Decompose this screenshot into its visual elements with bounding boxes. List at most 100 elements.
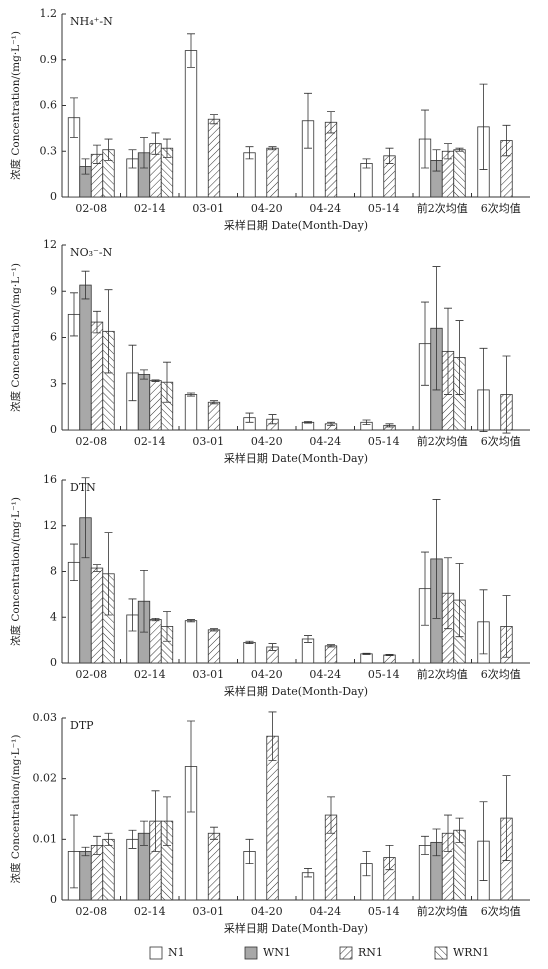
x-tick-label: 前2次均值 — [417, 904, 468, 918]
y-tick-label: 4 — [50, 610, 57, 623]
y-axis-label: 浓度 Concentration/(mg·L⁻¹) — [9, 735, 22, 884]
bar — [207, 401, 221, 431]
error-bar — [479, 83, 488, 170]
error-bar — [245, 146, 254, 160]
y-tick-label: 0 — [50, 893, 57, 906]
error-bar — [385, 654, 394, 656]
bar — [207, 832, 221, 901]
error-bar — [210, 400, 218, 405]
error-bar — [128, 598, 137, 632]
error-bar — [140, 820, 148, 846]
error-bar — [187, 33, 195, 68]
error-bar — [151, 617, 160, 622]
error-bar — [163, 361, 171, 403]
bar — [266, 147, 279, 198]
error-bar — [327, 111, 335, 134]
x-tick-label: 04-20 — [251, 202, 283, 215]
x-tick-label: 04-20 — [251, 668, 283, 681]
error-bar — [104, 289, 113, 374]
error-bar — [93, 310, 101, 334]
x-axis-label: 采样日期 Date(Month-Day) — [224, 451, 368, 465]
error-bar — [93, 835, 101, 855]
x-axis-label: 采样日期 Date(Month-Day) — [224, 684, 368, 698]
y-tick-label: 16 — [43, 473, 57, 486]
error-bar — [151, 790, 160, 852]
error-bar — [210, 114, 218, 125]
bar — [324, 645, 338, 664]
x-tick-label: 04-24 — [309, 435, 341, 448]
x-tick-label: 03-01 — [192, 202, 224, 215]
y-tick-label: 12 — [43, 238, 57, 251]
error-bar — [93, 144, 101, 164]
error-bar — [104, 138, 113, 161]
error-bar — [421, 551, 429, 626]
bar — [137, 374, 151, 431]
error-bar — [210, 628, 218, 632]
error-bar — [81, 158, 90, 175]
y-tick-label: 3 — [50, 377, 57, 390]
error-bar — [432, 266, 441, 391]
x-tick-label: 6次均值 — [481, 201, 521, 215]
x-tick-label: 前2次均值 — [417, 667, 468, 681]
error-bar — [151, 379, 160, 382]
x-tick-label: 04-24 — [309, 668, 341, 681]
error-bar — [444, 307, 452, 395]
bar — [207, 629, 221, 664]
bar — [149, 380, 162, 431]
bar — [90, 321, 104, 431]
error-bar — [327, 644, 335, 648]
error-bar — [81, 846, 90, 857]
error-bar — [151, 132, 160, 155]
legend-label: WN1 — [263, 946, 291, 959]
bar — [453, 149, 466, 198]
error-bar — [163, 611, 171, 642]
error-bar — [304, 868, 312, 878]
y-tick-label: 0.01 — [33, 832, 58, 845]
bar — [360, 163, 373, 198]
y-tick-label: 6 — [50, 331, 57, 344]
bar — [184, 620, 198, 664]
error-bar — [104, 532, 113, 616]
panel-title: DTN — [70, 481, 96, 494]
x-tick-label: 05-14 — [368, 905, 400, 918]
x-tick-label: 02-08 — [75, 435, 107, 448]
bar — [102, 838, 115, 901]
x-tick-label: 02-08 — [75, 668, 107, 681]
y-tick-label: 12 — [43, 519, 57, 532]
error-bar — [421, 301, 429, 386]
x-axis-label: 采样日期 Date(Month-Day) — [224, 921, 368, 935]
error-bar — [455, 563, 464, 638]
error-bar — [444, 143, 452, 160]
legend-label: RN1 — [358, 946, 383, 959]
x-tick-label: 05-14 — [368, 435, 400, 448]
error-bar — [327, 421, 335, 426]
error-bar — [444, 557, 452, 630]
panel-title: NO₃⁻-N — [70, 246, 113, 259]
error-bar — [210, 826, 218, 840]
x-tick-label: 04-24 — [309, 202, 341, 215]
x-tick-label: 前2次均值 — [417, 201, 468, 215]
x-tick-label: 04-24 — [309, 905, 341, 918]
y-tick-label: 0.9 — [40, 53, 58, 66]
error-bar — [362, 652, 371, 655]
y-tick-label: 8 — [50, 565, 57, 578]
x-tick-label: 03-01 — [192, 905, 224, 918]
x-tick-label: 03-01 — [192, 435, 224, 448]
error-bar — [502, 775, 511, 861]
bar — [207, 118, 221, 198]
x-tick-label: 前2次均值 — [417, 434, 468, 448]
bar — [79, 851, 92, 901]
error-bar — [70, 97, 78, 138]
error-bar — [455, 320, 464, 395]
x-tick-label: 02-14 — [134, 668, 166, 681]
error-bar — [327, 796, 335, 834]
bar — [324, 121, 338, 198]
y-tick-label: 0 — [50, 656, 57, 669]
error-bar — [385, 423, 394, 428]
error-bar — [128, 149, 137, 169]
error-bar — [187, 720, 195, 813]
error-bar — [502, 355, 511, 434]
error-bar — [187, 392, 195, 397]
bar — [79, 284, 92, 431]
